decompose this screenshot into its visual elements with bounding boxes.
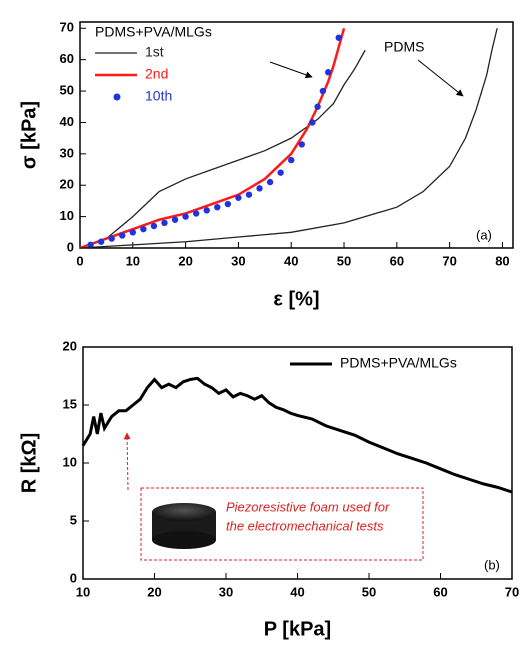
data-point bbox=[97, 238, 105, 245]
inset-box bbox=[140, 487, 424, 561]
plot-frame bbox=[82, 346, 513, 580]
y-tick-label: 70 bbox=[60, 20, 74, 35]
panel-label: (a) bbox=[476, 227, 492, 242]
data-point bbox=[298, 141, 305, 148]
y-tick-label: 20 bbox=[60, 177, 74, 192]
data-point bbox=[87, 241, 94, 249]
x-tick-label: 10 bbox=[76, 584, 90, 599]
y-tick-label: 15 bbox=[63, 396, 77, 411]
data-line bbox=[79, 49, 366, 249]
data-point bbox=[214, 203, 221, 211]
x-tick-label: 50 bbox=[362, 584, 376, 599]
x-tick-label: 20 bbox=[147, 584, 161, 599]
data-point bbox=[245, 191, 253, 198]
legend-label: 1st bbox=[145, 44, 164, 60]
y-axis-title: σ [kPa] bbox=[18, 101, 40, 169]
data-point bbox=[224, 200, 232, 208]
data-point bbox=[161, 219, 168, 227]
data-point bbox=[140, 225, 147, 233]
y-tick-label: 0 bbox=[70, 570, 77, 585]
data-point bbox=[324, 69, 332, 76]
data-point bbox=[203, 207, 210, 214]
data-point bbox=[171, 216, 179, 223]
arrow bbox=[269, 61, 313, 79]
data-line bbox=[81, 376, 513, 494]
x-tick-label: 40 bbox=[290, 584, 304, 599]
legend-label: 10th bbox=[145, 88, 172, 104]
annotation: Piezoresistive foam used for bbox=[226, 499, 390, 514]
x-tick-label: 0 bbox=[76, 253, 83, 268]
y-tick-label: 40 bbox=[60, 114, 74, 129]
y-tick-label: 10 bbox=[63, 454, 77, 469]
x-tick-label: 20 bbox=[178, 253, 192, 268]
x-tick-label: 60 bbox=[433, 584, 447, 599]
plot-frame bbox=[79, 21, 514, 249]
data-point bbox=[235, 194, 242, 201]
x-tick-label: 80 bbox=[495, 253, 509, 268]
x-tick-label: 30 bbox=[231, 253, 245, 268]
panel-label: (b) bbox=[484, 557, 500, 572]
data-point bbox=[108, 235, 115, 242]
data-point bbox=[119, 232, 126, 239]
legend-label: PDMS+PVA/MLGs bbox=[340, 355, 457, 371]
y-tick-label: 5 bbox=[70, 512, 77, 527]
x-tick-label: 70 bbox=[505, 584, 519, 599]
x-axis-title: P [kPa] bbox=[264, 618, 331, 640]
x-tick-label: 10 bbox=[126, 253, 140, 268]
data-point bbox=[129, 229, 137, 236]
data-point bbox=[314, 103, 321, 110]
data-point bbox=[309, 119, 316, 126]
x-tick-label: 50 bbox=[337, 253, 351, 268]
data-point bbox=[335, 34, 342, 41]
x-axis-title: ε [%] bbox=[273, 288, 319, 310]
x-tick-label: 60 bbox=[390, 253, 404, 268]
data-point bbox=[150, 222, 158, 230]
data-point bbox=[277, 169, 284, 176]
data-point bbox=[256, 185, 263, 192]
foam-icon bbox=[152, 503, 216, 549]
x-tick-label: 70 bbox=[442, 253, 456, 268]
data-point bbox=[319, 87, 327, 95]
data-line bbox=[79, 27, 346, 250]
data-point bbox=[192, 210, 200, 217]
data-point bbox=[288, 156, 295, 164]
x-tick-label: 30 bbox=[219, 584, 233, 599]
legend-marker bbox=[113, 93, 121, 101]
arrow bbox=[417, 59, 464, 97]
y-tick-label: 10 bbox=[60, 208, 74, 223]
legend-label: 2nd bbox=[145, 66, 168, 82]
annotation: the electromechanical tests bbox=[226, 518, 384, 533]
y-tick-label: 50 bbox=[60, 82, 74, 97]
legend-title: PDMS+PVA/MLGs bbox=[95, 24, 212, 40]
y-tick-label: 30 bbox=[60, 145, 74, 160]
y-tick-label: 60 bbox=[60, 51, 74, 66]
x-tick-label: 40 bbox=[284, 253, 298, 268]
data-point bbox=[266, 178, 274, 186]
y-tick-label: 20 bbox=[63, 338, 77, 353]
data-line bbox=[79, 28, 498, 249]
y-tick-label: 0 bbox=[67, 239, 74, 254]
data-point bbox=[182, 213, 189, 220]
annotation: PDMS bbox=[384, 39, 424, 55]
arrow bbox=[123, 432, 131, 491]
y-axis-title: R [kΩ] bbox=[18, 433, 40, 493]
